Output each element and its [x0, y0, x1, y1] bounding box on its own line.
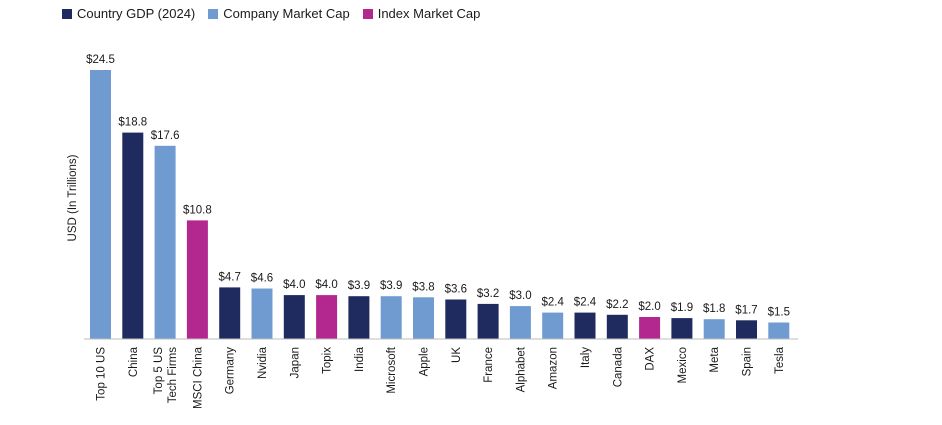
- bar-germany: [219, 287, 240, 339]
- bar-apple: [413, 297, 434, 339]
- value-label-nvidia: $4.6: [251, 273, 273, 285]
- tick-label-canada: Canada: [612, 346, 624, 387]
- value-label-alphabet: $3.0: [509, 290, 531, 302]
- tick-label-japan: Japan: [289, 347, 301, 378]
- tick-label-france: France: [483, 347, 495, 383]
- value-label-top-5-us-tech-firms: $17.6: [151, 130, 180, 142]
- value-label-italy: $2.4: [574, 297, 597, 309]
- tick-label-tesla: Tesla: [774, 346, 786, 373]
- value-label-china: $18.8: [118, 117, 147, 129]
- value-label-japan: $4.0: [283, 279, 305, 291]
- bar-meta: [704, 319, 725, 339]
- tick-label-italy: Italy: [580, 347, 592, 368]
- bar-india: [348, 296, 369, 339]
- tick-label-germany: Germany: [225, 347, 237, 395]
- tick-label-microsoft: Microsoft: [386, 346, 398, 393]
- tick-label-top-5-us-tech-firms: Top 5 US Tech Firms: [153, 347, 179, 404]
- value-label-apple: $3.8: [412, 281, 434, 293]
- tick-label-china: China: [128, 346, 140, 377]
- value-label-india: $3.9: [348, 280, 370, 292]
- bar-microsoft: [381, 296, 402, 339]
- value-label-microsoft: $3.9: [380, 280, 402, 292]
- bar-japan: [284, 295, 305, 339]
- bar-chart: USD (In Trillions) $24.5 Top 10 US $18.8 Ch…: [0, 0, 942, 425]
- value-label-canada: $2.2: [606, 299, 628, 311]
- bar-dax: [639, 317, 660, 339]
- tick-label-mexico: Mexico: [677, 347, 689, 383]
- tick-label-uk: UK: [451, 347, 463, 363]
- value-label-meta: $1.8: [703, 303, 725, 315]
- tick-label-nvidia: Nvidia: [257, 346, 269, 379]
- value-label-uk: $3.6: [445, 284, 467, 296]
- y-axis-label: USD (In Trillions): [67, 154, 79, 241]
- bar-nvidia: [252, 289, 273, 340]
- value-label-mexico: $1.9: [671, 302, 693, 314]
- bar-tesla: [768, 323, 789, 340]
- bar-top-5-us-tech-firms: [155, 146, 176, 339]
- value-label-topix: $4.0: [315, 279, 337, 291]
- bars-group: $24.5 Top 10 US $18.8 China $17.6 Top 5 US Tec…: [86, 54, 790, 409]
- tick-label-meta: Meta: [709, 346, 721, 372]
- bar-amazon: [542, 313, 563, 339]
- tick-label-msci-china: MSCI China: [192, 346, 204, 409]
- tick-label-topix: Topix: [322, 347, 334, 374]
- bar-uk: [445, 300, 466, 340]
- tick-label-alphabet: Alphabet: [515, 346, 527, 392]
- bar-msci-china: [187, 220, 208, 339]
- bar-spain: [736, 320, 757, 339]
- bar-china: [122, 133, 143, 339]
- value-label-spain: $1.7: [735, 304, 757, 316]
- value-label-france: $3.2: [477, 288, 499, 300]
- tick-label-india: India: [354, 346, 366, 372]
- bar-topix: [316, 295, 337, 339]
- tick-label-apple: Apple: [419, 347, 431, 376]
- bar-france: [478, 304, 499, 339]
- tick-label-amazon: Amazon: [548, 347, 560, 389]
- tick-label-top-10-us: Top 10 US: [96, 347, 108, 401]
- value-label-dax: $2.0: [638, 301, 660, 313]
- tick-label-dax: DAX: [645, 347, 657, 371]
- bar-alphabet: [510, 306, 531, 339]
- tick-label-spain: Spain: [742, 347, 754, 376]
- value-label-germany: $4.7: [219, 271, 241, 283]
- bar-mexico: [671, 318, 692, 339]
- bar-canada: [607, 315, 628, 339]
- value-label-tesla: $1.5: [768, 307, 790, 319]
- value-label-msci-china: $10.8: [183, 204, 212, 216]
- bar-top-10-us: [90, 70, 111, 339]
- value-label-amazon: $2.4: [542, 297, 565, 309]
- value-label-top-10-us: $24.5: [86, 54, 115, 66]
- bar-italy: [575, 313, 596, 339]
